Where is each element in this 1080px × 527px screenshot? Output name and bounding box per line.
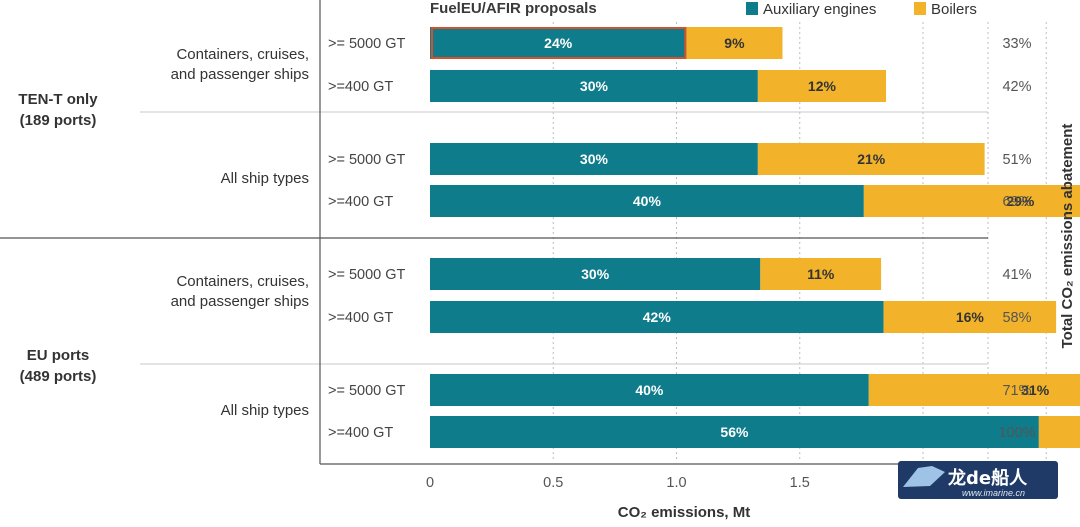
group-label: and passenger ships [171, 293, 309, 310]
bar-auxiliary [430, 416, 1039, 448]
bar-value-label: 30% [580, 151, 609, 167]
bar-value-label: 29% [1006, 193, 1035, 209]
bar-auxiliary [430, 70, 758, 102]
group-label: and passenger ships [171, 66, 309, 83]
bar-auxiliary [430, 27, 687, 59]
bar-boilers [1038, 416, 1080, 448]
row-label: >= 5000 GT [328, 383, 406, 399]
bar-value-label: 9% [724, 35, 745, 51]
bar-auxiliary [430, 301, 884, 333]
bar-value-label: 31% [1021, 382, 1050, 398]
total-abatement-label: 100% [998, 425, 1035, 441]
group-label: Containers, cruises, [176, 46, 309, 63]
row-label: >= 5000 GT [328, 267, 406, 283]
region-label-sub: (489 ports) [20, 368, 97, 385]
legend-label-boiler: Boilers [931, 1, 977, 18]
bar-boilers [686, 27, 783, 59]
group-label: All ship types [221, 402, 309, 419]
watermark: 龙de船人 www.imarine.cn [898, 461, 1058, 499]
region-label: TEN-T only [18, 91, 98, 108]
region-label-sub: (189 ports) [20, 112, 97, 129]
group-separators [0, 0, 988, 465]
bar-boilers [757, 143, 985, 175]
x-axis-title: CO₂ emissions, Mt [618, 504, 751, 521]
total-abatement-label: 51% [1002, 152, 1031, 168]
bar-value-label: 16% [956, 309, 985, 325]
bars [430, 27, 1080, 448]
bar-value-label: 42% [643, 309, 672, 325]
bar-boilers [760, 258, 882, 290]
legend-swatch-aux [746, 2, 758, 15]
bar-value-label: 30% [580, 78, 609, 94]
row-label: >=400 GT [328, 425, 393, 441]
bar-boilers [863, 185, 1080, 217]
bar-value-label: 12% [808, 78, 837, 94]
region-label: EU ports [27, 347, 90, 364]
total-abatement-label: 41% [1002, 267, 1031, 283]
bar-value-label: 40% [635, 382, 664, 398]
total-abatement-label: 42% [1002, 79, 1031, 95]
bar-auxiliary [430, 258, 761, 290]
bar-auxiliary [430, 374, 869, 406]
row-label: >=400 GT [328, 310, 393, 326]
bar-value-label: 40% [633, 193, 662, 209]
legend: Auxiliary engines Boilers [746, 1, 977, 18]
total-abatement-label: 69% [1002, 194, 1031, 210]
right-axis-title: Total CO₂ emissions abatement [1059, 124, 1076, 349]
bar-value-label: 21% [857, 151, 886, 167]
bar-value-label: 30% [581, 266, 610, 282]
x-tick-label: 0 [426, 475, 434, 491]
bar-auxiliary [430, 143, 758, 175]
bar-value-label: 11% [807, 266, 835, 282]
highlight-box [431, 27, 687, 59]
annotation-label: FuelEU/AFIR proposals [430, 0, 597, 17]
bar-boilers [868, 374, 1080, 406]
bar-auxiliary [430, 185, 864, 217]
legend-swatch-boiler [914, 2, 926, 15]
group-label: Containers, cruises, [176, 273, 309, 290]
row-label: >=400 GT [328, 194, 393, 210]
x-tick-label: 1.0 [666, 475, 686, 491]
legend-label-aux: Auxiliary engines [763, 1, 876, 18]
watermark-url: www.imarine.cn [962, 488, 1025, 498]
row-label: >= 5000 GT [328, 36, 406, 52]
total-abatement-label: 71% [1002, 383, 1031, 399]
row-label: >= 5000 GT [328, 152, 406, 168]
total-abatement-label: 33% [1002, 36, 1031, 52]
x-tick-label: 1.5 [790, 475, 810, 491]
bar-value-label: 24% [544, 35, 573, 51]
group-label: All ship types [221, 170, 309, 187]
watermark-brand: 龙de船人 [948, 467, 1028, 489]
x-tick-label: 0.5 [543, 475, 563, 491]
bar-boilers [883, 301, 1057, 333]
ship-logo-icon [903, 466, 945, 487]
row-label: >=400 GT [328, 79, 393, 95]
total-abatement-label: 58% [1002, 310, 1031, 326]
bar-boilers [757, 70, 887, 102]
bar-value-label: 56% [720, 424, 749, 440]
